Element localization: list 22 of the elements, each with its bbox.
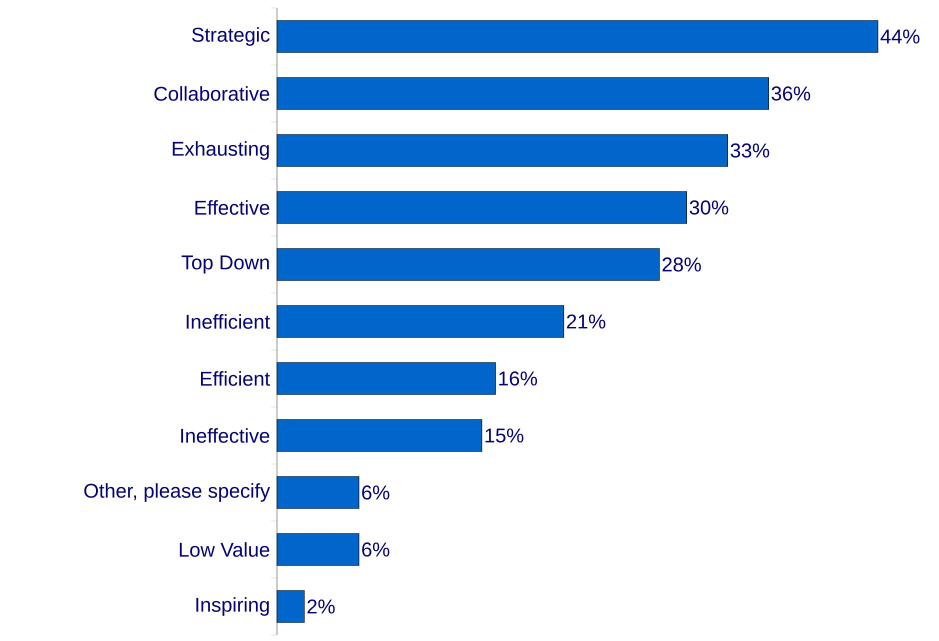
data-label: 6% (362, 485, 390, 500)
data-label: 15% (486, 428, 524, 443)
data-label: 28% (662, 257, 701, 272)
y-tick-label: Exhausting (172, 141, 269, 160)
y-tick-label: Top Down (182, 256, 269, 274)
y-tick-label: Inefficient (186, 314, 270, 329)
y-tick-label: Effective (195, 200, 270, 215)
y-tick-label: Collaborative (154, 86, 270, 101)
data-label: 30% (690, 200, 728, 215)
y-tick-label: Other, please specify (84, 483, 270, 502)
data-label: 33% (730, 143, 770, 158)
y-tick-label: Low Value (180, 542, 270, 557)
y-tick-label: Strategic (192, 27, 270, 46)
data-label: 6% (362, 542, 390, 557)
data-label: 36% (772, 86, 810, 101)
y-tick-label: Ineffective (181, 428, 270, 443)
data-label: 2% (308, 599, 335, 614)
y-tick-label: Inspiring (196, 597, 269, 616)
data-label: 16% (499, 371, 538, 386)
y-tick-label: Efficient (201, 371, 270, 386)
data-label: 21% (567, 314, 606, 329)
data-label: 44% (880, 30, 920, 44)
